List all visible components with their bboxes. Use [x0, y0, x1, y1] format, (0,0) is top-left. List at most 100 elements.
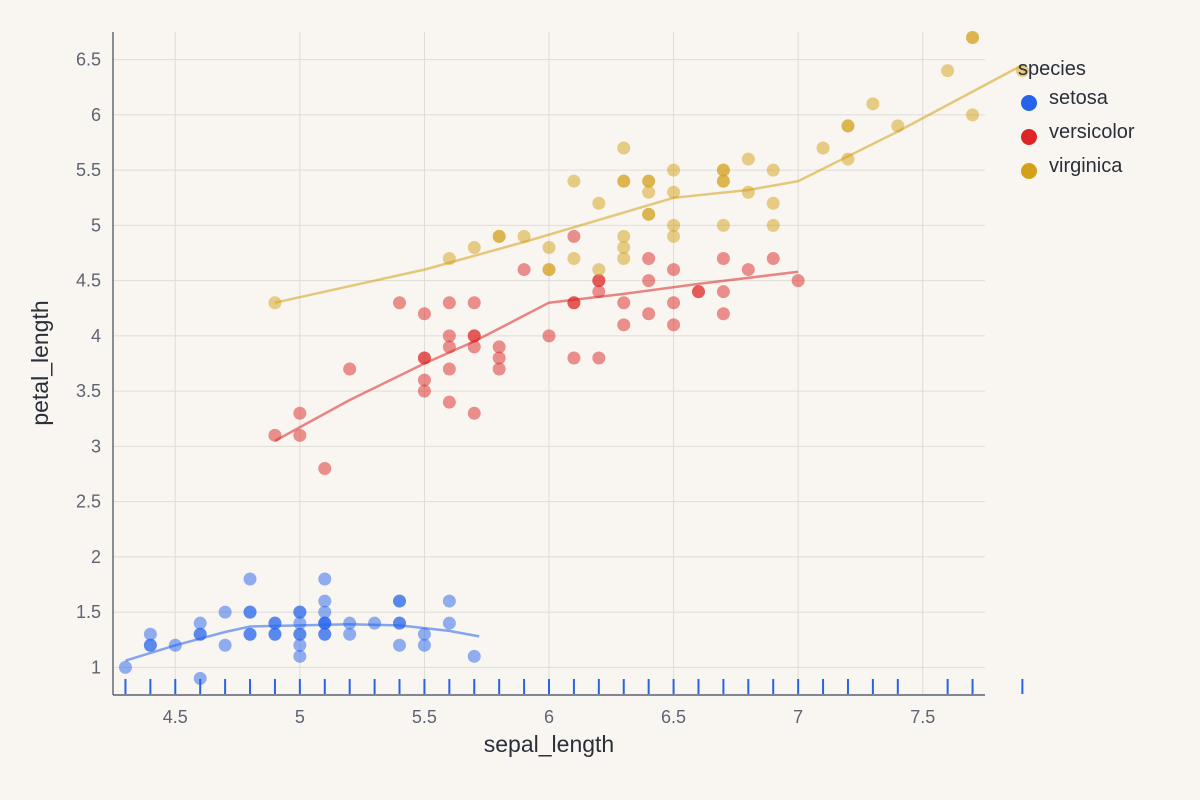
data-point-setosa[interactable] [318, 605, 332, 619]
data-point-versicolor[interactable] [667, 296, 681, 310]
data-point-virginica[interactable] [841, 119, 855, 133]
data-point-setosa[interactable] [318, 627, 332, 641]
data-point-virginica[interactable] [891, 119, 905, 133]
data-point-virginica[interactable] [617, 141, 631, 155]
data-point-versicolor[interactable] [791, 274, 805, 288]
data-point-virginica[interactable] [716, 218, 730, 232]
data-point-versicolor[interactable] [442, 340, 456, 354]
data-point-setosa[interactable] [218, 605, 232, 619]
data-point-versicolor[interactable] [741, 263, 755, 277]
data-point-setosa[interactable] [318, 616, 332, 630]
data-point-versicolor[interactable] [318, 461, 332, 475]
data-point-setosa[interactable] [293, 638, 307, 652]
data-point-versicolor[interactable] [667, 318, 681, 332]
data-point-virginica[interactable] [841, 152, 855, 166]
data-point-versicolor[interactable] [417, 307, 431, 321]
data-point-versicolor[interactable] [642, 252, 656, 266]
data-point-versicolor[interactable] [442, 395, 456, 409]
data-point-versicolor[interactable] [442, 296, 456, 310]
data-point-virginica[interactable] [1015, 64, 1029, 78]
data-point-virginica[interactable] [268, 296, 282, 310]
data-point-setosa[interactable] [243, 572, 257, 586]
data-point-setosa[interactable] [218, 638, 232, 652]
data-point-setosa[interactable] [118, 660, 132, 674]
data-point-versicolor[interactable] [442, 362, 456, 376]
data-point-setosa[interactable] [318, 594, 332, 608]
data-point-versicolor[interactable] [567, 351, 581, 365]
data-point-versicolor[interactable] [417, 384, 431, 398]
data-point-virginica[interactable] [741, 185, 755, 199]
data-point-virginica[interactable] [617, 252, 631, 266]
data-point-versicolor[interactable] [442, 329, 456, 343]
data-point-virginica[interactable] [517, 229, 531, 243]
data-point-virginica[interactable] [966, 108, 980, 122]
data-point-setosa[interactable] [293, 616, 307, 630]
data-point-versicolor[interactable] [642, 307, 656, 321]
data-point-setosa[interactable] [193, 671, 207, 685]
data-point-versicolor[interactable] [467, 296, 481, 310]
data-point-setosa[interactable] [268, 616, 282, 630]
data-point-versicolor[interactable] [617, 318, 631, 332]
data-point-virginica[interactable] [716, 163, 730, 177]
data-point-setosa[interactable] [368, 616, 382, 630]
data-point-versicolor[interactable] [592, 285, 606, 299]
data-point-versicolor[interactable] [592, 274, 606, 288]
data-point-setosa[interactable] [293, 649, 307, 663]
data-point-versicolor[interactable] [542, 329, 556, 343]
data-point-virginica[interactable] [667, 218, 681, 232]
data-point-setosa[interactable] [193, 627, 207, 641]
data-point-virginica[interactable] [667, 185, 681, 199]
data-point-virginica[interactable] [592, 196, 606, 210]
data-point-setosa[interactable] [442, 594, 456, 608]
data-point-setosa[interactable] [143, 627, 157, 641]
data-point-setosa[interactable] [143, 638, 157, 652]
data-point-versicolor[interactable] [592, 351, 606, 365]
data-point-setosa[interactable] [318, 572, 332, 586]
data-point-virginica[interactable] [542, 263, 556, 277]
data-point-virginica[interactable] [766, 196, 780, 210]
legend[interactable]: species setosa versicolor virginica [1018, 58, 1135, 179]
data-point-setosa[interactable] [243, 605, 257, 619]
data-point-versicolor[interactable] [467, 340, 481, 354]
data-point-virginica[interactable] [567, 174, 581, 188]
data-point-setosa[interactable] [343, 616, 357, 630]
data-point-versicolor[interactable] [492, 351, 506, 365]
data-point-setosa[interactable] [343, 627, 357, 641]
data-point-versicolor[interactable] [716, 285, 730, 299]
data-point-virginica[interactable] [617, 240, 631, 254]
data-point-versicolor[interactable] [293, 428, 307, 442]
data-point-virginica[interactable] [716, 174, 730, 188]
data-point-versicolor[interactable] [642, 274, 656, 288]
data-point-virginica[interactable] [617, 229, 631, 243]
data-point-setosa[interactable] [268, 627, 282, 641]
data-point-versicolor[interactable] [268, 428, 282, 442]
data-point-virginica[interactable] [492, 229, 506, 243]
data-point-setosa[interactable] [417, 638, 431, 652]
data-point-versicolor[interactable] [467, 406, 481, 420]
data-point-versicolor[interactable] [467, 329, 481, 343]
data-point-setosa[interactable] [293, 627, 307, 641]
data-point-setosa[interactable] [168, 638, 182, 652]
data-point-versicolor[interactable] [716, 252, 730, 266]
data-point-setosa[interactable] [442, 616, 456, 630]
data-point-setosa[interactable] [243, 627, 257, 641]
legend-label-versicolor[interactable]: versicolor [1049, 121, 1135, 143]
data-point-virginica[interactable] [667, 163, 681, 177]
data-point-setosa[interactable] [417, 627, 431, 641]
data-point-versicolor[interactable] [417, 373, 431, 387]
data-point-versicolor[interactable] [691, 285, 705, 299]
data-point-virginica[interactable] [741, 152, 755, 166]
data-point-versicolor[interactable] [766, 252, 780, 266]
data-point-virginica[interactable] [442, 252, 456, 266]
data-point-virginica[interactable] [642, 174, 656, 188]
data-point-virginica[interactable] [816, 141, 830, 155]
data-point-versicolor[interactable] [293, 406, 307, 420]
data-point-virginica[interactable] [941, 64, 955, 78]
legend-label-setosa[interactable]: setosa [1049, 87, 1109, 109]
data-point-setosa[interactable] [467, 649, 481, 663]
data-point-virginica[interactable] [592, 263, 606, 277]
data-point-virginica[interactable] [617, 174, 631, 188]
data-point-virginica[interactable] [642, 207, 656, 221]
data-point-versicolor[interactable] [492, 362, 506, 376]
data-point-setosa[interactable] [393, 638, 407, 652]
